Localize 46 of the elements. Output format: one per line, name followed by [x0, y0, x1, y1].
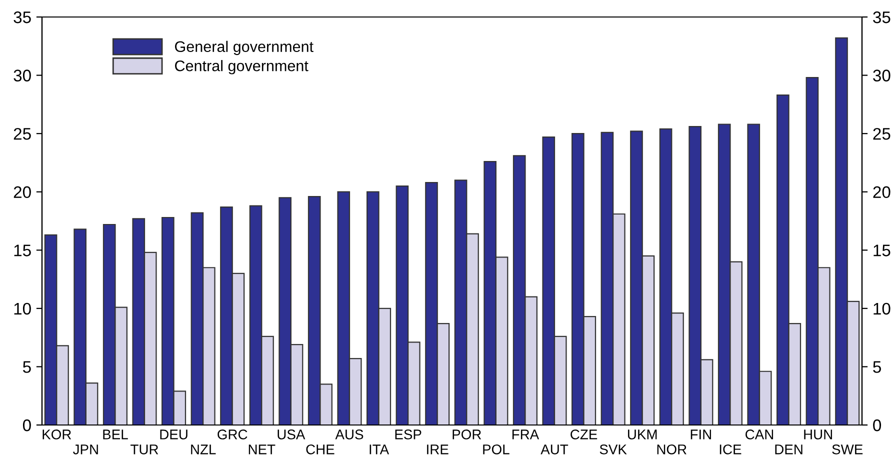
y-tick-label: 35 — [14, 11, 31, 24]
x-tick-label: USA — [278, 430, 306, 440]
x-tick-label: FIN — [690, 430, 711, 440]
x-tick-label: CZE — [570, 430, 598, 440]
x-tick-label: SWE — [832, 444, 863, 454]
y2-tick-label: 0 — [873, 419, 882, 432]
x-tick-label: POR — [452, 430, 482, 440]
x-tick-label: SVK — [600, 444, 627, 454]
x-tick-label: GRC — [218, 430, 248, 440]
x-tick-label: NOR — [657, 444, 686, 454]
x-tick-label: BEL — [103, 430, 128, 440]
y-tick-label: 5 — [22, 361, 31, 373]
y2-tick-label: 25 — [873, 128, 890, 140]
x-tick-label: DEN — [775, 444, 802, 454]
x-tick-label: ITA — [370, 444, 390, 454]
x-tick-label: CHE — [306, 444, 334, 454]
y2-tick-label: 30 — [873, 70, 890, 82]
y2-tick-label: 5 — [873, 361, 881, 373]
x-tick-label: CAN — [746, 430, 774, 440]
x-tick-label: ESP — [395, 430, 422, 440]
y-tick-label: 20 — [14, 186, 31, 198]
x-tick-label: NZL — [191, 444, 216, 454]
x-tick-label: UKM — [628, 430, 657, 440]
y2-tick-label: 10 — [874, 302, 890, 315]
x-tick-label: HUN — [804, 430, 832, 440]
y-tick-label: 10 — [14, 302, 31, 315]
x-tick-label: AUT — [540, 444, 568, 454]
y-tick-label: 0 — [22, 419, 31, 432]
x-tick-label: DEU — [160, 430, 188, 440]
x-tick-label: KOR — [42, 430, 72, 440]
x-tick-label: IRE — [427, 444, 448, 454]
y2-tick-label: 35 — [873, 11, 890, 24]
x-tick-label: JPN — [73, 444, 98, 454]
y-tick-label: 25 — [14, 128, 31, 140]
x-tick-label: AUS — [335, 430, 364, 440]
x-tick-label: NET — [248, 444, 276, 454]
x-tick-label: TUR — [130, 444, 158, 454]
x-tick-label: POL — [483, 444, 510, 454]
x-tick-label: FRA — [512, 430, 540, 440]
legend-label: General government — [175, 40, 314, 56]
x-tick-label: ICE — [720, 444, 742, 454]
y2-tick-label: 15 — [874, 244, 890, 256]
y-tick-label: 15 — [14, 244, 31, 256]
y-tick-label: 30 — [14, 70, 31, 82]
legend-label: Central government — [175, 60, 308, 74]
y2-tick-label: 20 — [873, 186, 890, 198]
